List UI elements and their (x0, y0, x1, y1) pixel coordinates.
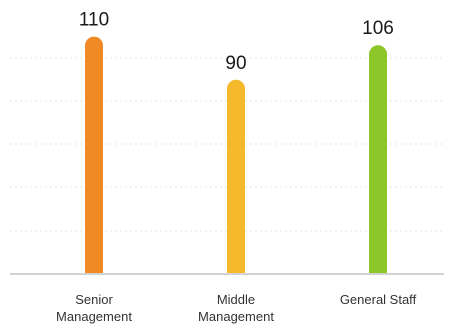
data-label: 90 (225, 53, 246, 74)
category-labels: Senior Management Middle Management General … (56, 292, 417, 324)
bar (369, 45, 387, 274)
value-labels: 110 90 106 (79, 10, 394, 74)
bar (85, 36, 103, 275)
data-label: 110 (79, 10, 109, 31)
data-label: 106 (362, 18, 394, 39)
bars (85, 36, 387, 275)
category-label: Middle Management (198, 292, 274, 324)
bar (227, 79, 245, 275)
category-label: Senior Management (56, 292, 132, 324)
category-label: General Staff (340, 292, 417, 307)
